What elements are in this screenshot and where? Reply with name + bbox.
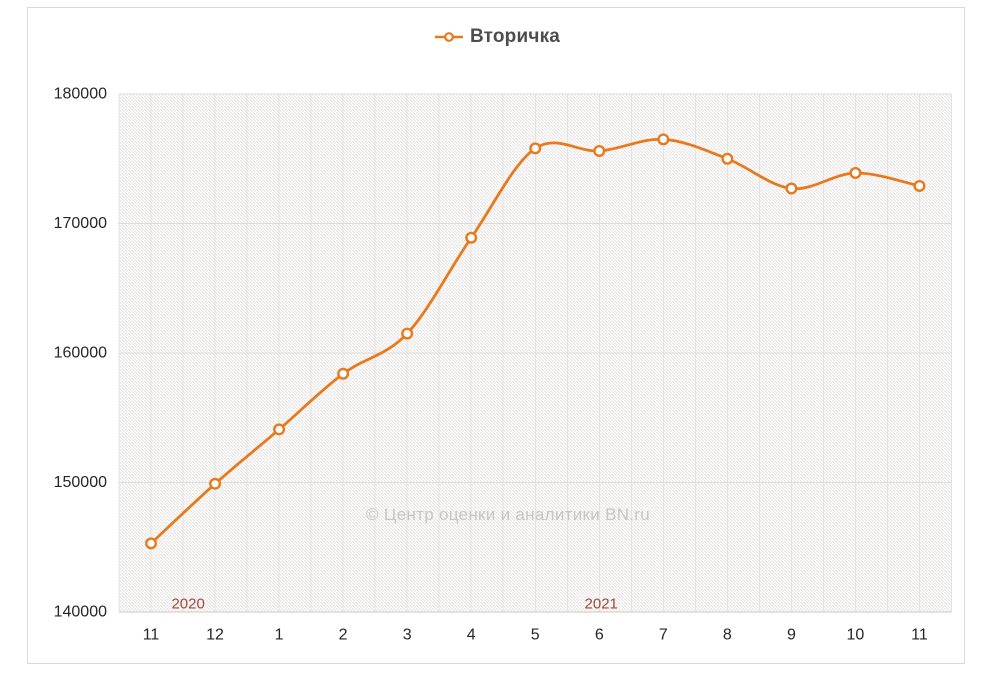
x-tick-label: 9 <box>787 627 796 644</box>
data-point-marker <box>273 423 286 436</box>
x-tick-label: 11 <box>143 627 160 644</box>
legend: Вторичка <box>0 25 994 49</box>
watermark: © Центр оценки и аналитики BN.ru <box>365 505 651 524</box>
x-tick-label: 3 <box>403 627 412 644</box>
data-point-marker <box>913 179 926 192</box>
data-point-marker <box>785 182 798 195</box>
x-tick-label: 5 <box>531 627 540 644</box>
x-tick-label: 12 <box>206 627 224 644</box>
data-point-marker <box>721 152 734 165</box>
legend-line-marker-icon <box>434 32 463 42</box>
x-tick-label: 10 <box>847 627 865 644</box>
x-tick-label: 8 <box>723 627 732 644</box>
data-point-marker <box>465 231 478 244</box>
data-point-marker <box>145 537 158 550</box>
year-annotation: 2021 <box>585 596 618 613</box>
data-point-marker <box>209 477 222 490</box>
y-tick-label: 180000 <box>54 86 107 103</box>
chart-frame <box>27 7 965 664</box>
data-point-marker <box>593 144 606 157</box>
y-tick-label: 170000 <box>54 215 107 232</box>
data-point-marker <box>401 327 414 340</box>
x-tick-label: 2 <box>339 627 348 644</box>
x-tick-label: 11 <box>911 627 928 644</box>
y-tick-label: 150000 <box>54 474 107 491</box>
y-tick-label: 140000 <box>54 604 107 621</box>
x-tick-label: 4 <box>467 627 476 644</box>
y-tick-label: 160000 <box>54 345 107 362</box>
data-point-marker <box>657 133 670 146</box>
legend-series-label: Вторичка <box>469 26 561 47</box>
x-tick-label: 6 <box>595 627 604 644</box>
x-tick-label: 7 <box>659 627 668 644</box>
year-annotation: 2020 <box>171 596 204 613</box>
x-tick-label: 1 <box>275 627 284 644</box>
data-point-marker <box>529 142 542 155</box>
data-point-marker <box>337 367 350 380</box>
data-point-marker <box>849 166 862 179</box>
